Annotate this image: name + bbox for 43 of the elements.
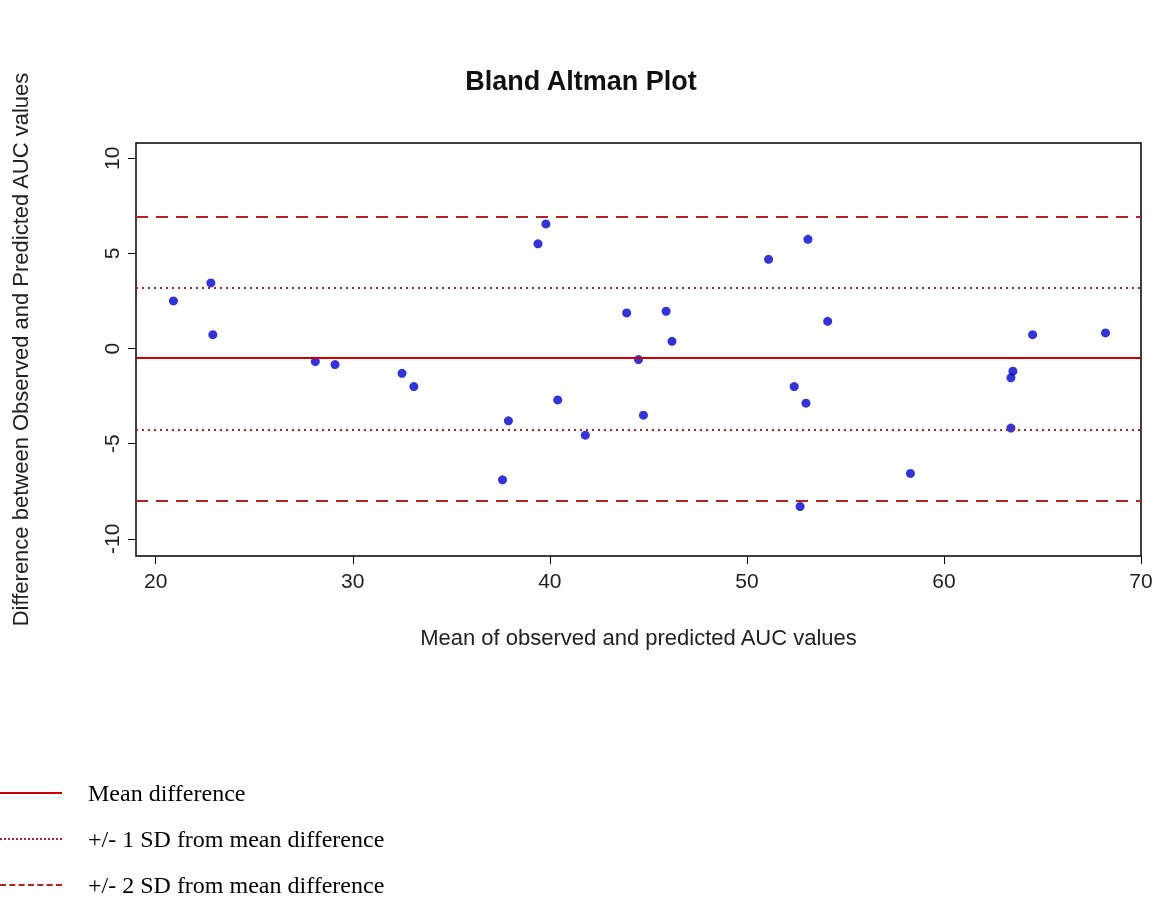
x-tick-label: 70	[1129, 569, 1153, 592]
x-tick-label: 20	[144, 569, 168, 592]
legend-label: +/- 2 SD from mean difference	[88, 871, 385, 899]
x-axis-title: Mean of observed and predicted AUC values	[420, 624, 857, 650]
point	[1101, 328, 1111, 338]
legend-label: +/- 1 SD from mean difference	[88, 825, 385, 853]
point	[667, 336, 677, 346]
y-axis-title: Difference between Observed and Predicted AUC values	[7, 72, 33, 627]
point	[208, 330, 218, 340]
point	[580, 430, 590, 440]
point	[409, 382, 419, 392]
x-tick-label: 30	[341, 569, 365, 592]
y-tick-label: 10	[100, 146, 123, 170]
point	[764, 254, 774, 264]
x-tick-label: 40	[538, 569, 562, 592]
y-tick-label: -10	[100, 523, 123, 555]
point	[789, 382, 799, 392]
chart-title: Bland Altman Plot	[465, 65, 697, 96]
point	[206, 278, 216, 288]
point	[498, 475, 508, 485]
point	[168, 296, 178, 306]
point	[553, 395, 563, 405]
point	[801, 398, 811, 408]
point	[803, 234, 813, 244]
point	[795, 502, 805, 512]
point	[397, 368, 407, 378]
y-tick-label: -5	[100, 434, 123, 454]
x-tick-label: 50	[735, 569, 759, 592]
point	[638, 410, 648, 420]
point	[1006, 373, 1016, 383]
legend-label: Mean difference	[88, 779, 246, 807]
point	[541, 219, 551, 229]
x-tick-label: 60	[932, 569, 956, 592]
point	[1028, 330, 1038, 340]
point	[823, 316, 833, 326]
point	[330, 360, 340, 370]
point	[503, 416, 513, 426]
point	[622, 308, 632, 318]
point	[533, 239, 543, 249]
y-tick-label: 0	[100, 342, 123, 355]
y-tick-label: 5	[100, 247, 123, 260]
point	[661, 306, 671, 316]
point	[905, 468, 915, 478]
